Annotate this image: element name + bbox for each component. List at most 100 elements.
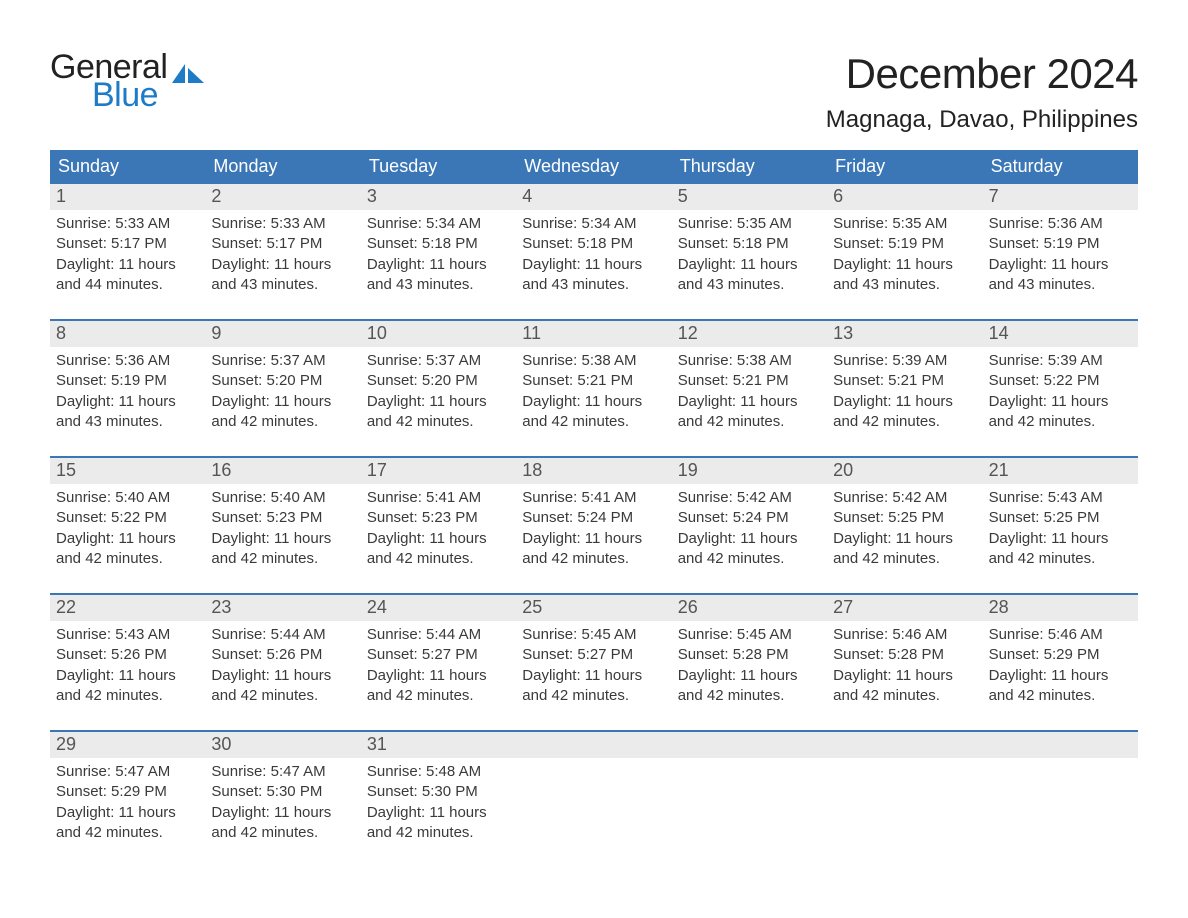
- details-row: Sunrise: 5:43 AMSunset: 5:26 PMDaylight:…: [50, 621, 1138, 706]
- sunrise-line: Sunrise: 5:46 AM: [989, 625, 1132, 645]
- daylight-line-1: Daylight: 11 hours: [367, 392, 510, 412]
- day-number: 13: [827, 321, 982, 347]
- sunrise-line: Sunrise: 5:37 AM: [367, 351, 510, 371]
- dow-friday: Friday: [827, 150, 982, 184]
- daylight-line-2: and 42 minutes.: [367, 549, 510, 569]
- sunrise-line: Sunrise: 5:40 AM: [56, 488, 199, 508]
- sunset-line: Sunset: 5:18 PM: [367, 234, 510, 254]
- daylight-line-2: and 42 minutes.: [211, 686, 354, 706]
- day-details: Sunrise: 5:47 AMSunset: 5:29 PMDaylight:…: [50, 758, 205, 843]
- day-details: Sunrise: 5:42 AMSunset: 5:25 PMDaylight:…: [827, 484, 982, 569]
- daylight-line-1: Daylight: 11 hours: [56, 255, 199, 275]
- sunset-line: Sunset: 5:21 PM: [522, 371, 665, 391]
- sunset-line: Sunset: 5:27 PM: [367, 645, 510, 665]
- sunrise-line: Sunrise: 5:35 AM: [678, 214, 821, 234]
- brand-line2: Blue: [92, 78, 205, 112]
- sunrise-line: Sunrise: 5:44 AM: [211, 625, 354, 645]
- sunrise-line: Sunrise: 5:47 AM: [211, 762, 354, 782]
- daylight-line-1: Daylight: 11 hours: [56, 666, 199, 686]
- sunrise-line: Sunrise: 5:44 AM: [367, 625, 510, 645]
- sunrise-line: Sunrise: 5:46 AM: [833, 625, 976, 645]
- day-number: 29: [50, 732, 205, 758]
- sunrise-line: Sunrise: 5:35 AM: [833, 214, 976, 234]
- sunrise-line: Sunrise: 5:38 AM: [522, 351, 665, 371]
- daylight-line-1: Daylight: 11 hours: [522, 666, 665, 686]
- sunset-line: Sunset: 5:24 PM: [522, 508, 665, 528]
- dow-sunday: Sunday: [50, 150, 205, 184]
- brand-logo: General Blue: [50, 50, 205, 112]
- day-details: Sunrise: 5:45 AMSunset: 5:28 PMDaylight:…: [672, 621, 827, 706]
- sunrise-line: Sunrise: 5:45 AM: [522, 625, 665, 645]
- day-number: 24: [361, 595, 516, 621]
- sunrise-line: Sunrise: 5:47 AM: [56, 762, 199, 782]
- daylight-line-2: and 42 minutes.: [56, 686, 199, 706]
- day-number: 18: [516, 458, 671, 484]
- daylight-line-1: Daylight: 11 hours: [989, 666, 1132, 686]
- daylight-line-2: and 42 minutes.: [989, 412, 1132, 432]
- daylight-line-1: Daylight: 11 hours: [833, 666, 976, 686]
- day-number: 3: [361, 184, 516, 210]
- sunset-line: Sunset: 5:20 PM: [367, 371, 510, 391]
- dow-wednesday: Wednesday: [516, 150, 671, 184]
- day-details: Sunrise: 5:37 AMSunset: 5:20 PMDaylight:…: [205, 347, 360, 432]
- sunrise-line: Sunrise: 5:40 AM: [211, 488, 354, 508]
- day-number: 19: [672, 458, 827, 484]
- day-details: Sunrise: 5:39 AMSunset: 5:21 PMDaylight:…: [827, 347, 982, 432]
- daylight-line-1: Daylight: 11 hours: [211, 255, 354, 275]
- daylight-line-1: Daylight: 11 hours: [989, 255, 1132, 275]
- daylight-line-2: and 42 minutes.: [367, 412, 510, 432]
- day-number: [983, 732, 1138, 758]
- sunrise-line: Sunrise: 5:42 AM: [833, 488, 976, 508]
- daylight-line-2: and 43 minutes.: [678, 275, 821, 295]
- sunset-line: Sunset: 5:23 PM: [211, 508, 354, 528]
- daylight-line-2: and 43 minutes.: [989, 275, 1132, 295]
- day-number: 2: [205, 184, 360, 210]
- daylight-line-1: Daylight: 11 hours: [833, 392, 976, 412]
- daylight-line-2: and 42 minutes.: [367, 823, 510, 843]
- sunrise-line: Sunrise: 5:34 AM: [522, 214, 665, 234]
- sunrise-line: Sunrise: 5:39 AM: [833, 351, 976, 371]
- daylight-line-1: Daylight: 11 hours: [56, 392, 199, 412]
- sunrise-line: Sunrise: 5:43 AM: [989, 488, 1132, 508]
- daylight-line-1: Daylight: 11 hours: [678, 666, 821, 686]
- daylight-line-2: and 42 minutes.: [678, 412, 821, 432]
- details-row: Sunrise: 5:47 AMSunset: 5:29 PMDaylight:…: [50, 758, 1138, 843]
- daynum-row: 1234567: [50, 184, 1138, 210]
- sunrise-line: Sunrise: 5:39 AM: [989, 351, 1132, 371]
- day-details: Sunrise: 5:41 AMSunset: 5:23 PMDaylight:…: [361, 484, 516, 569]
- sunrise-line: Sunrise: 5:36 AM: [989, 214, 1132, 234]
- day-details: Sunrise: 5:47 AMSunset: 5:30 PMDaylight:…: [205, 758, 360, 843]
- daylight-line-2: and 42 minutes.: [367, 686, 510, 706]
- sunset-line: Sunset: 5:18 PM: [522, 234, 665, 254]
- daylight-line-1: Daylight: 11 hours: [211, 392, 354, 412]
- dow-tuesday: Tuesday: [361, 150, 516, 184]
- daylight-line-1: Daylight: 11 hours: [522, 255, 665, 275]
- daylight-line-2: and 43 minutes.: [833, 275, 976, 295]
- details-row: Sunrise: 5:36 AMSunset: 5:19 PMDaylight:…: [50, 347, 1138, 432]
- sunset-line: Sunset: 5:17 PM: [56, 234, 199, 254]
- day-details: Sunrise: 5:44 AMSunset: 5:26 PMDaylight:…: [205, 621, 360, 706]
- sunset-line: Sunset: 5:19 PM: [833, 234, 976, 254]
- day-details: Sunrise: 5:43 AMSunset: 5:25 PMDaylight:…: [983, 484, 1138, 569]
- day-number: [672, 732, 827, 758]
- daylight-line-1: Daylight: 11 hours: [833, 529, 976, 549]
- title-block: December 2024 Magnaga, Davao, Philippine…: [826, 50, 1138, 134]
- sunset-line: Sunset: 5:29 PM: [56, 782, 199, 802]
- header: General Blue December 2024 Magnaga, Dava…: [50, 50, 1138, 134]
- daylight-line-2: and 44 minutes.: [56, 275, 199, 295]
- sunrise-line: Sunrise: 5:45 AM: [678, 625, 821, 645]
- daylight-line-2: and 42 minutes.: [678, 549, 821, 569]
- day-number: 31: [361, 732, 516, 758]
- week-row: 1234567Sunrise: 5:33 AMSunset: 5:17 PMDa…: [50, 184, 1138, 295]
- daylight-line-1: Daylight: 11 hours: [678, 392, 821, 412]
- location-subtitle: Magnaga, Davao, Philippines: [826, 106, 1138, 134]
- details-row: Sunrise: 5:40 AMSunset: 5:22 PMDaylight:…: [50, 484, 1138, 569]
- sunset-line: Sunset: 5:19 PM: [989, 234, 1132, 254]
- daylight-line-2: and 43 minutes.: [367, 275, 510, 295]
- sunset-line: Sunset: 5:26 PM: [211, 645, 354, 665]
- day-number: 30: [205, 732, 360, 758]
- calendar-grid: SundayMondayTuesdayWednesdayThursdayFrid…: [50, 150, 1138, 843]
- daylight-line-1: Daylight: 11 hours: [56, 803, 199, 823]
- day-number: 26: [672, 595, 827, 621]
- daylight-line-2: and 42 minutes.: [989, 549, 1132, 569]
